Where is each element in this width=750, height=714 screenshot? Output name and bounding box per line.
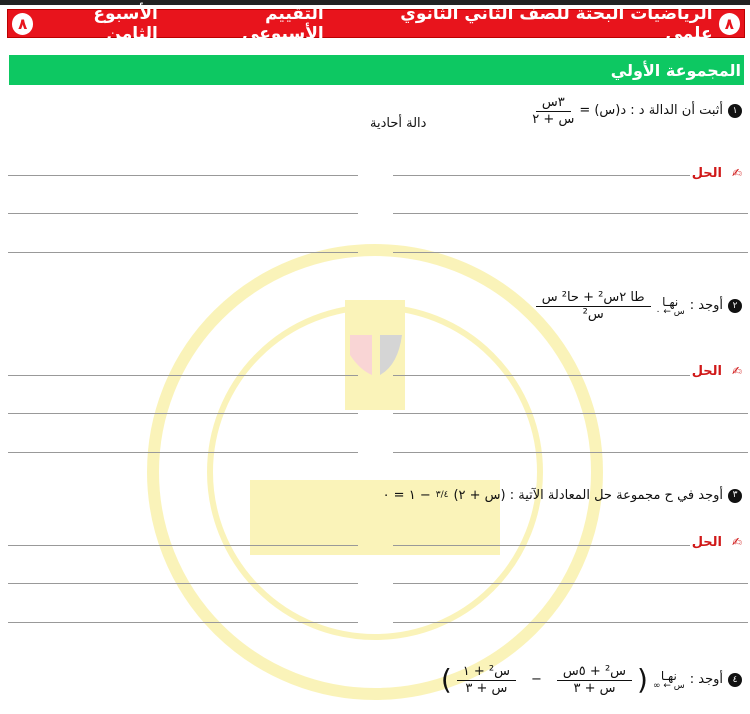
week-badge-left: ٨	[12, 12, 34, 35]
answer-line[interactable]	[8, 252, 358, 253]
question-text: أوجد :	[689, 672, 723, 688]
solution-label: الحل	[691, 364, 722, 379]
numerator: س² + ١	[456, 664, 517, 681]
header-title: الرياضيات البحتة للصف الثاني الثانوي علم…	[400, 3, 713, 44]
question-2: ٢ أوجد : نهـا س ← ٠ طا ٢س² + حا² س س²	[535, 290, 742, 322]
top-border	[0, 0, 750, 5]
numerator: طا ٢س² + حا² س	[535, 290, 651, 307]
fraction: ٣س س + ٢	[532, 95, 574, 127]
answer-line[interactable]	[8, 452, 358, 453]
answer-line[interactable]	[393, 545, 690, 546]
minus-sign: −	[531, 672, 542, 688]
limit-symbol: نهـا	[662, 294, 679, 309]
limit-symbol: نهـا	[660, 668, 677, 683]
pencil-icon: ✍	[731, 535, 742, 549]
section-header: المجموعة الأولي	[9, 55, 744, 85]
header-banner: ٨ الرياضيات البحتة للصف الثاني الثانوي ع…	[7, 4, 745, 44]
header-assessment: التقييم الأسبوعي	[242, 3, 324, 44]
limit: نهـا س ← ٠	[656, 296, 685, 317]
denominator: س²	[582, 306, 604, 322]
answer-line[interactable]	[393, 452, 748, 453]
numerator: ٣س	[535, 95, 571, 112]
answer-line[interactable]	[8, 583, 358, 584]
equation-tail: − ١ = ٠	[382, 488, 431, 503]
exponent: ٣/٤	[435, 490, 449, 501]
paren-close: )	[440, 663, 452, 697]
question-1: ١ أثبت أن الدالة د : د(س) = ٣س س + ٢	[532, 95, 742, 127]
answer-line[interactable]	[8, 175, 358, 176]
answer-line[interactable]	[8, 413, 358, 414]
limit: نهـا س ← ∞	[653, 670, 685, 691]
fraction-1: س² + ٥س س + ٣	[556, 664, 633, 696]
question-number: ٤	[728, 673, 742, 688]
question-text: أوجد في ح مجموعة حل المعادلة الآتية : (س…	[453, 488, 723, 503]
paren-open: (	[637, 663, 648, 697]
answer-line[interactable]	[8, 622, 358, 623]
week-badge-right: ٨	[718, 12, 740, 35]
pencil-icon: ✍	[731, 166, 742, 180]
answer-line[interactable]	[393, 175, 690, 176]
watermark-seal	[147, 244, 603, 700]
question-text: أوجد :	[689, 298, 723, 314]
denominator: س + ٣	[573, 680, 616, 696]
solution-label: الحل	[691, 166, 722, 181]
solution-label: الحل	[691, 535, 722, 550]
fraction: طا ٢س² + حا² س س²	[535, 290, 651, 322]
numerator: س² + ٥س	[556, 664, 633, 681]
answer-line[interactable]	[393, 252, 748, 253]
question-number: ٢	[728, 299, 742, 314]
header-week: الأسبوع الثامن	[93, 3, 158, 44]
question-number: ١	[728, 104, 742, 119]
pencil-icon: ✍	[731, 364, 742, 378]
question-text: أثبت أن الدالة د : د(س) =	[579, 103, 723, 119]
answer-line[interactable]	[393, 375, 690, 376]
limit-subscript: س ← ∞	[652, 680, 685, 691]
limit-subscript: س ← ٠	[655, 306, 685, 317]
answer-line[interactable]	[393, 213, 748, 214]
question-3: ٣ أوجد في ح مجموعة حل المعادلة الآتية : …	[383, 488, 742, 504]
answer-line[interactable]	[393, 413, 748, 414]
question-1-suffix: دالة أحادية	[370, 116, 427, 131]
section-title: المجموعة الأولي	[610, 60, 741, 80]
answer-line[interactable]	[8, 213, 358, 214]
answer-line[interactable]	[8, 545, 358, 546]
answer-line[interactable]	[393, 622, 748, 623]
question-4: ٤ أوجد : نهـا س ← ∞ ( س² + ٥س س + ٣ − س² +…	[441, 664, 742, 696]
denominator: س + ٢	[532, 111, 575, 127]
answer-line[interactable]	[393, 583, 748, 584]
question-number: ٣	[728, 488, 742, 503]
answer-line[interactable]	[8, 375, 358, 376]
denominator: س + ٣	[465, 680, 508, 696]
